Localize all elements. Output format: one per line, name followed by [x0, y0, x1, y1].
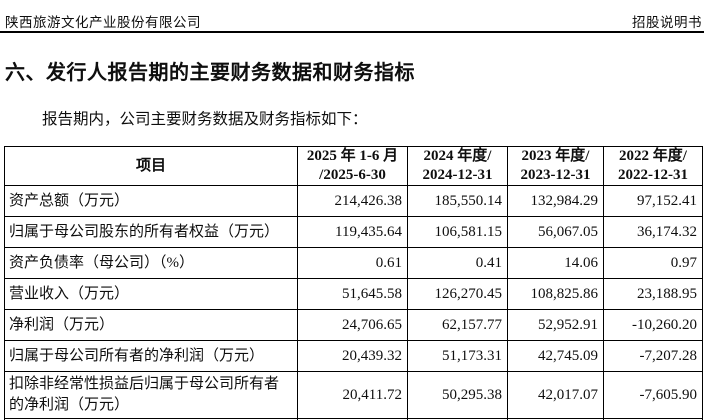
column-header-period-2023: 2023 年度/ 2023-12-31: [507, 146, 604, 186]
row-value: 52,952.91: [507, 309, 604, 341]
table-body: 资产总额（万元） 214,426.38 185,550.14 132,984.29 97…: [4, 185, 703, 420]
row-value: -7,207.28: [603, 340, 703, 372]
table-header-row: 项目 2025 年 1-6 月 /2025-6-30 2024 年度/ 2024…: [4, 146, 703, 186]
period-line2: /2025-6-30: [319, 167, 386, 183]
row-value: 36,174.32: [603, 216, 703, 248]
table-row: 归属于母公司所有者的净利润（万元） 20,439.32 51,173.31 42,74…: [4, 340, 703, 372]
row-label: 资产负债率（母公司）（%）: [4, 247, 298, 279]
period-line2: 2022-12-31: [618, 167, 688, 183]
row-value: -10,260.20: [603, 309, 703, 341]
row-value: 56,067.05: [507, 216, 604, 248]
period-line1: 2024 年度/: [423, 148, 492, 164]
financial-data-table: 项目 2025 年 1-6 月 /2025-6-30 2024 年度/ 2024…: [4, 146, 703, 420]
row-value: 132,984.29: [507, 185, 604, 217]
row-value: 24,706.65: [297, 309, 408, 341]
header-divider: [0, 31, 704, 33]
row-value: 51,173.31: [407, 340, 508, 372]
row-value: 42,745.09: [507, 340, 604, 372]
table-head: 项目 2025 年 1-6 月 /2025-6-30 2024 年度/ 2024…: [4, 146, 703, 186]
period-line1: 2025 年 1-6 月: [306, 148, 399, 164]
period-line1: 2023 年度/: [521, 148, 590, 164]
row-value: 42,017.07: [507, 371, 604, 419]
company-name: 陕西旅游文化产业股份有限公司: [5, 15, 201, 30]
row-value: 185,550.14: [407, 185, 508, 217]
column-header-period-2025: 2025 年 1-6 月 /2025-6-30: [297, 146, 408, 186]
row-value: [603, 418, 703, 420]
row-value: 214,426.38: [297, 185, 408, 217]
table-row: 资产负债率（母公司）（%） 0.61 0.41 14.06 0.97: [4, 247, 703, 279]
table-row: 资产总额（万元） 214,426.38 185,550.14 132,984.29 97…: [4, 185, 703, 217]
column-header-item: 项目: [4, 146, 298, 186]
row-label: 归属于母公司所有者的净利润（万元）: [4, 340, 298, 372]
column-header-period-2022: 2022 年度/ 2022-12-31: [603, 146, 703, 186]
row-value: 106,581.15: [407, 216, 508, 248]
period-line2: 2024-12-31: [422, 167, 493, 183]
row-label: 资产总额（万元）: [4, 185, 298, 217]
row-value: 119,435.64: [297, 216, 408, 248]
period-line2: 2023-12-31: [520, 167, 591, 183]
table-row: 归属于母公司股东的所有者权益（万元） 119,435.64 106,581.15 56…: [4, 216, 703, 248]
row-label: 净利润（万元）: [4, 309, 298, 341]
row-value: 23,188.95: [603, 278, 703, 310]
row-value: 50,295.38: [407, 371, 508, 419]
partial-table-row: [4, 418, 703, 420]
row-value: 51,645.58: [297, 278, 408, 310]
doc-type-label: 招股说明书: [632, 15, 702, 30]
row-value: 14.06: [507, 247, 604, 279]
row-value: 97,152.41: [603, 185, 703, 217]
page-header: 陕西旅游文化产业股份有限公司 招股说明书: [5, 11, 702, 31]
row-value: 0.97: [603, 247, 703, 279]
table-row: 营业收入（万元） 51,645.58 126,270.45 108,825.86 23,…: [4, 278, 703, 310]
row-value: 126,270.45: [407, 278, 508, 310]
row-value: 108,825.86: [507, 278, 604, 310]
table-row: 扣除非经常性损益后归属于母公司所有者的净利润（万元） 20,411.72 50,29…: [4, 371, 703, 419]
row-value: 20,439.32: [297, 340, 408, 372]
section-title: 六、发行人报告期的主要财务数据和财务指标: [5, 62, 415, 84]
row-label: 营业收入（万元）: [4, 278, 298, 310]
row-label: 扣除非经常性损益后归属于母公司所有者的净利润（万元）: [4, 371, 298, 419]
row-value: 0.41: [407, 247, 508, 279]
row-value: 62,157.77: [407, 309, 508, 341]
row-value: -7,605.90: [603, 371, 703, 419]
intro-text: 报告期内，公司主要财务数据及财务指标如下：: [42, 111, 368, 128]
table-row: 净利润（万元） 24,706.65 62,157.77 52,952.91 -10,26…: [4, 309, 703, 341]
column-header-period-2024: 2024 年度/ 2024-12-31: [407, 146, 508, 186]
row-value: 0.61: [297, 247, 408, 279]
period-line1: 2022 年度/: [619, 148, 687, 164]
row-label: 归属于母公司股东的所有者权益（万元）: [4, 216, 298, 248]
row-value: 20,411.72: [297, 371, 408, 419]
